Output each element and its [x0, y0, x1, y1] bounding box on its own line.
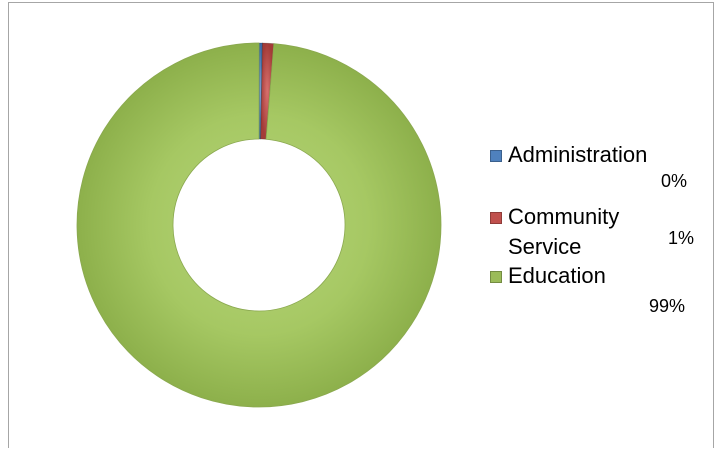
legend-value-administration: 0% — [661, 171, 688, 191]
legend-label-administration: Administration — [508, 142, 648, 167]
legend: Administration 0% Community Service 1% E… — [490, 141, 720, 341]
legend-swatch-community-service — [490, 212, 502, 224]
legend-swatch-education — [490, 271, 502, 283]
legend-swatch-administration — [490, 150, 502, 162]
legend-label-community-service-line2: Service — [508, 234, 582, 259]
donut-slice-education — [76, 42, 442, 408]
legend-label-education: Education — [508, 263, 606, 288]
donut-chart — [76, 42, 442, 408]
chart-area: Administration 0% Community Service 1% E… — [8, 2, 714, 448]
donut-slices — [76, 42, 442, 408]
legend-value-community-service: 1% — [668, 228, 695, 248]
legend-label-community-service-line1: Community — [508, 204, 620, 229]
legend-value-education: 99% — [649, 296, 686, 316]
